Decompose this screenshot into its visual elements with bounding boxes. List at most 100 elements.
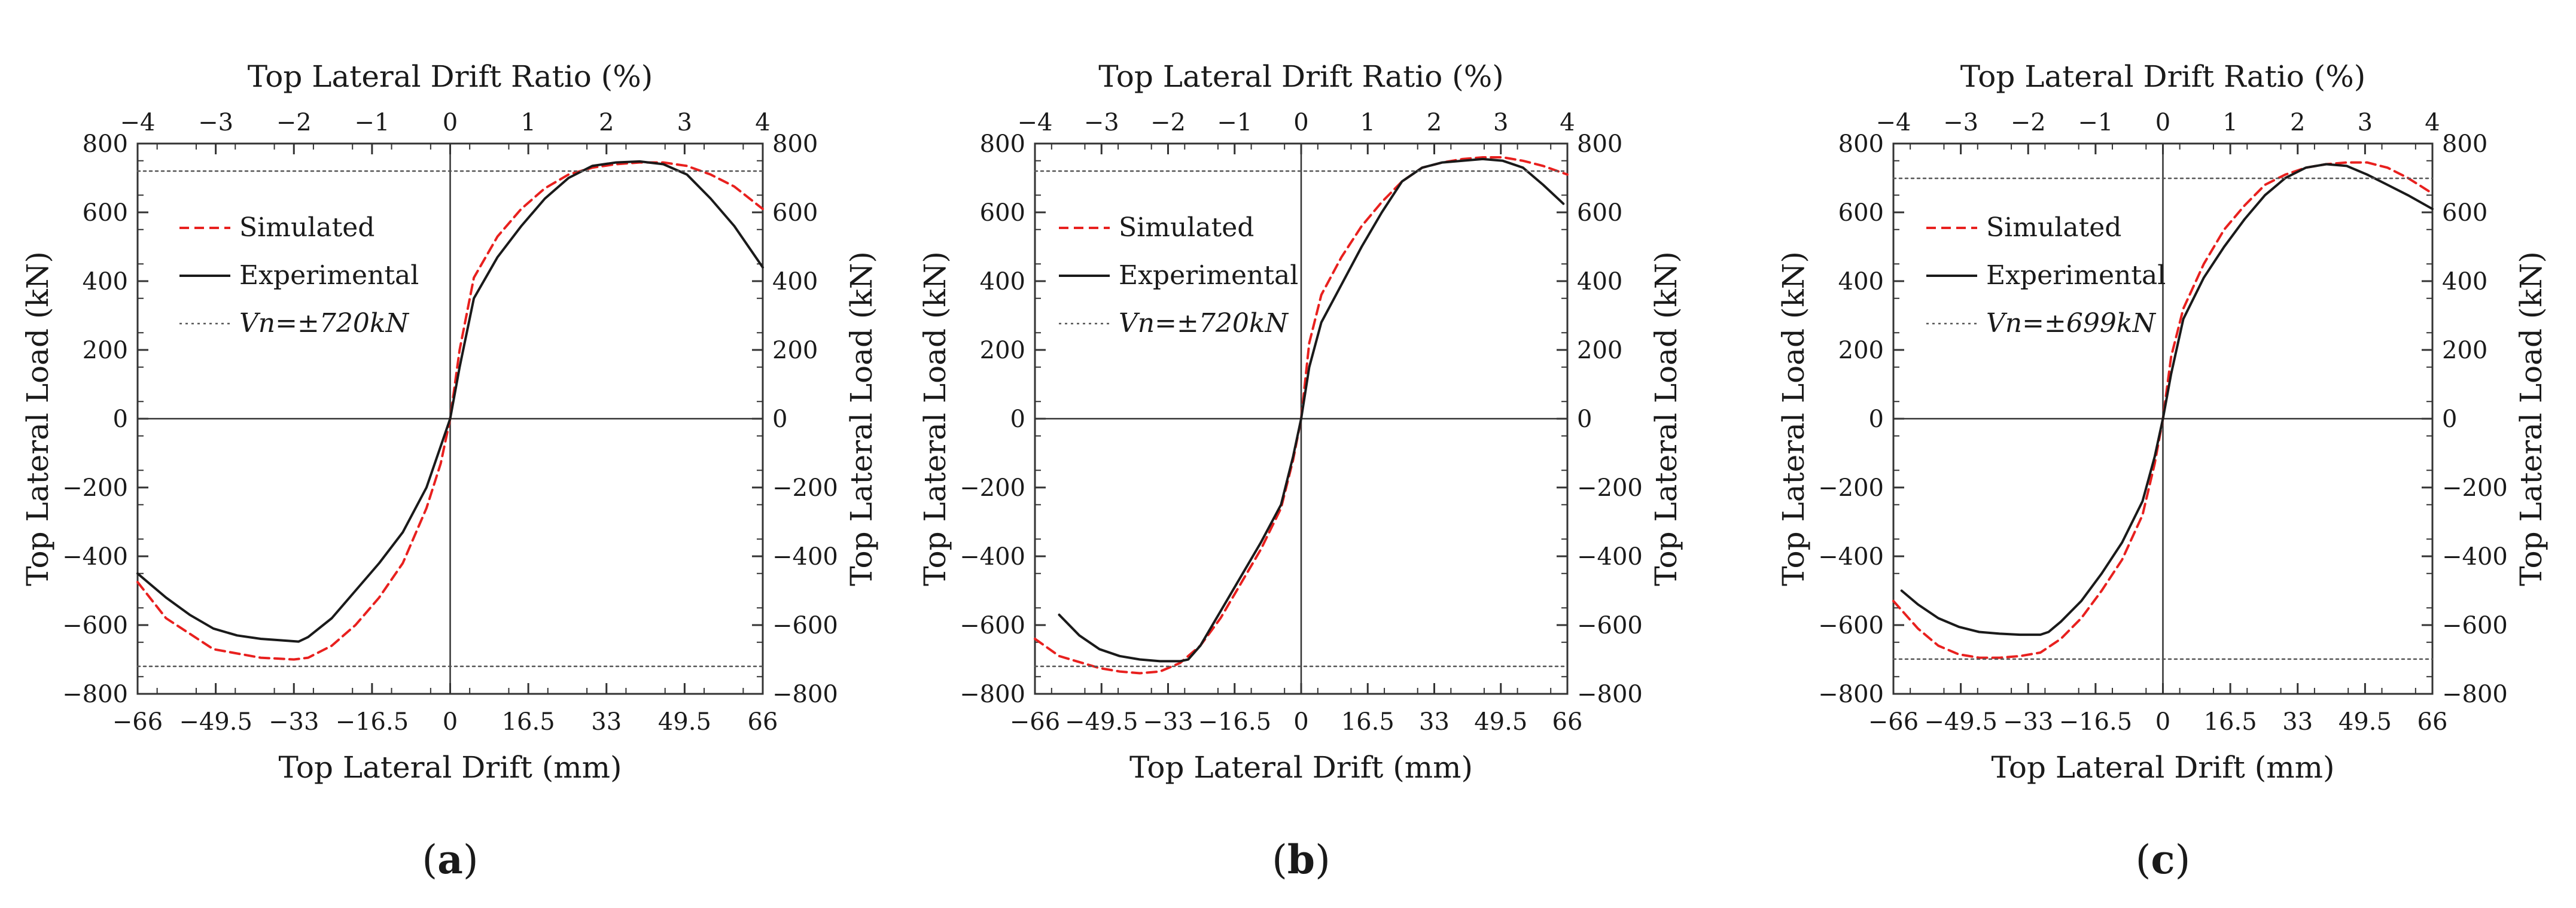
x2-tick-label: 0 (2155, 109, 2170, 136)
legend-entry-label: Experimental (239, 260, 419, 291)
experimental-curve (136, 160, 764, 643)
x-tick-label: 0 (443, 708, 458, 736)
experimental-curve (1058, 157, 1565, 663)
legend-entry-label: Vn=±699kN (1986, 308, 2156, 339)
x2-axis-title: Top Lateral Drift Ratio (%) (1960, 59, 2365, 94)
x-tick-label: 49.5 (2339, 708, 2392, 736)
y-tick-label: 0 (1869, 406, 1884, 433)
chart-panel-b: −66 −4 −49.5 −3 −33 −2 −16.5 −1 0 0 16.5 1 33 2 49.5 3 6… (918, 59, 1683, 883)
y-right-tick-label: −200 (2442, 474, 2508, 502)
x2-tick-label: 3 (677, 109, 692, 136)
y-right-tick-label: −600 (1577, 612, 1643, 639)
x2-tick-label: −1 (2078, 109, 2113, 136)
x2-tick-label: −2 (276, 109, 312, 136)
y-tick-label: −600 (960, 612, 1025, 639)
x-tick-label: −66 (1010, 708, 1060, 736)
y-tick-label: 400 (1838, 268, 1884, 295)
y-right-tick-label: 200 (1577, 337, 1622, 364)
y-tick-label: 200 (1838, 337, 1884, 364)
x2-tick-label: 3 (2358, 109, 2373, 136)
x-tick-label: 33 (591, 708, 622, 736)
legend-entry-label: Experimental (1119, 260, 1298, 291)
x-tick-label: 0 (1293, 708, 1308, 736)
x-tick-label: −49.5 (1924, 708, 1998, 736)
x2-tick-label: −2 (2011, 109, 2046, 136)
x2-tick-label: −4 (120, 109, 156, 136)
x-tick-label: 49.5 (658, 708, 711, 736)
y-tick-label: 800 (1838, 130, 1884, 158)
x-tick-label: −49.5 (1065, 708, 1138, 736)
y-right-tick-label: −800 (772, 681, 838, 708)
y-right-tick-label: −400 (2442, 543, 2508, 571)
y-tick-label: −800 (62, 681, 128, 708)
x2-tick-label: 4 (2425, 109, 2440, 136)
x-tick-label: 16.5 (1341, 708, 1394, 736)
y-right-tick-label: 0 (2442, 406, 2457, 433)
x-tick-label: 33 (2282, 708, 2313, 736)
y-right-tick-label: −400 (1577, 543, 1643, 571)
x-tick-label: 33 (1419, 708, 1450, 736)
x2-tick-label: 0 (443, 109, 458, 136)
x2-tick-label: −4 (1876, 109, 1911, 136)
y-tick-label: 200 (83, 337, 128, 364)
y-right-tick-label: −800 (2442, 681, 2508, 708)
y-tick-label: 0 (1010, 406, 1025, 433)
y-axis-title-left: Top Lateral Load (kN) (1776, 251, 1811, 586)
x-tick-label: −66 (112, 708, 163, 736)
x2-tick-label: 2 (599, 109, 614, 136)
y-tick-label: −400 (62, 543, 128, 571)
x-tick-label: 66 (748, 708, 778, 736)
x-tick-label: 16.5 (2204, 708, 2257, 736)
y-tick-label: −400 (1818, 543, 1884, 571)
y-tick-label: −800 (960, 681, 1025, 708)
x2-tick-label: −4 (1018, 109, 1053, 136)
x2-tick-label: 1 (520, 109, 535, 136)
y-tick-label: 400 (980, 268, 1025, 295)
x2-tick-label: −1 (1217, 109, 1252, 136)
y-right-tick-label: 400 (1577, 268, 1622, 295)
y-right-tick-label: 400 (2442, 268, 2487, 295)
y-right-tick-label: −400 (772, 543, 838, 571)
y-axis-title-right: Top Lateral Load (kN) (844, 251, 879, 586)
y-tick-label: −600 (62, 612, 128, 639)
legend-entry-label: Vn=±720kN (1119, 308, 1289, 339)
x2-tick-label: 4 (755, 109, 770, 136)
y-right-tick-label: 600 (1577, 199, 1622, 227)
x-tick-label: −16.5 (1198, 708, 1271, 736)
x-tick-label: −33 (269, 708, 319, 736)
y-tick-label: −400 (960, 543, 1025, 571)
y-right-tick-label: 800 (772, 130, 818, 158)
legend-entry-label: Simulated (239, 212, 374, 243)
y-tick-label: −200 (62, 474, 128, 502)
x2-axis-title: Top Lateral Drift Ratio (%) (248, 59, 653, 94)
y-right-tick-label: −600 (772, 612, 838, 639)
x2-tick-label: −3 (1943, 109, 1978, 136)
legend-entry-label: Simulated (1119, 212, 1254, 243)
y-axis-title-right: Top Lateral Load (kN) (2514, 251, 2548, 586)
y-tick-label: −200 (1818, 474, 1884, 502)
y-right-tick-label: 400 (772, 268, 818, 295)
y-right-tick-label: 600 (772, 199, 818, 227)
x-axis-title: Top Lateral Drift (mm) (278, 750, 622, 785)
x2-tick-label: 1 (1360, 109, 1375, 136)
y-tick-label: 600 (980, 199, 1025, 227)
x-axis-title: Top Lateral Drift (mm) (1129, 750, 1473, 785)
y-right-tick-label: 200 (2442, 337, 2487, 364)
y-right-tick-label: 800 (1577, 130, 1622, 158)
x-tick-label: −66 (1868, 708, 1919, 736)
x-tick-label: −33 (1143, 708, 1193, 736)
y-tick-label: 0 (113, 406, 128, 433)
y-tick-label: 600 (83, 199, 128, 227)
y-right-tick-label: −600 (2442, 612, 2508, 639)
y-right-tick-label: −200 (772, 474, 838, 502)
y-right-tick-label: −200 (1577, 474, 1643, 502)
x-tick-label: −16.5 (336, 708, 409, 736)
y-right-tick-label: 200 (772, 337, 818, 364)
y-tick-label: −600 (1818, 612, 1884, 639)
x2-tick-label: −2 (1150, 109, 1186, 136)
simulated-curve (1034, 156, 1569, 675)
x-tick-label: 66 (2417, 708, 2448, 736)
x-tick-label: 66 (1552, 708, 1583, 736)
x2-tick-label: 2 (2290, 109, 2305, 136)
